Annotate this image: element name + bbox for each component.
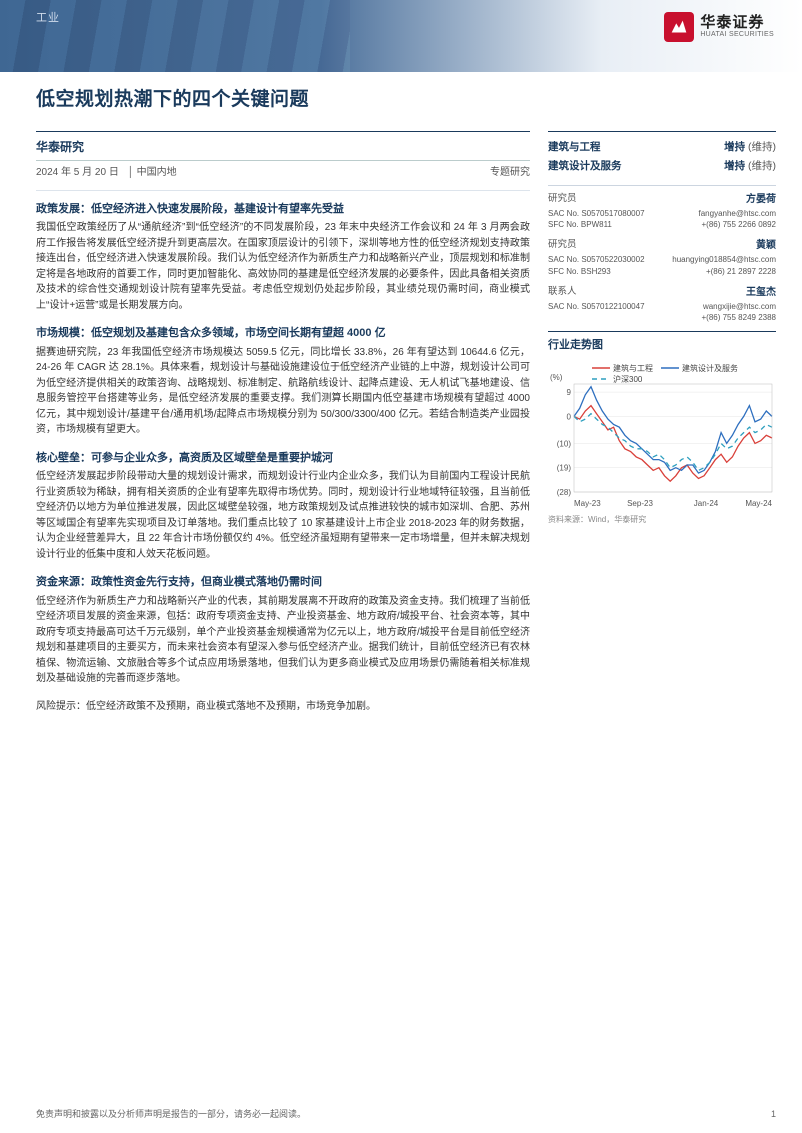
report-date: 2024 年 5 月 20 日	[36, 167, 119, 178]
analyst-block: 研究员黄颖SAC No. S0570522030002huangying0188…	[548, 238, 776, 276]
svg-text:May-24: May-24	[745, 499, 772, 508]
svg-text:Jan-24: Jan-24	[694, 499, 719, 508]
trend-chart: 建筑与工程 建筑设计及服务沪深300 (%) 9 0 (10) (19) (28)May-23…	[548, 360, 776, 510]
footer-disclaimer: 免责声明和披露以及分析师声明是报告的一部分，请务必一起阅读。	[36, 1108, 306, 1122]
svg-text:沪深300: 沪深300	[613, 374, 643, 384]
logo-icon	[664, 12, 694, 42]
svg-text:(%): (%)	[550, 373, 563, 382]
risk-warning: 风险提示：低空经济政策不及预期，商业模式落地不及预期，市场竞争加剧。	[36, 699, 530, 714]
svg-text:(10): (10)	[557, 439, 572, 448]
report-type: 专题研究	[490, 165, 530, 180]
chart-title: 行业走势图	[548, 331, 776, 354]
meta-row: 2024 年 5 月 20 日 │ 中国内地 专题研究	[36, 161, 530, 191]
svg-text:建筑设计及服务: 建筑设计及服务	[682, 363, 738, 373]
section-body: 我国低空政策经历了从“通航经济”到“低空经济”的不同发展阶段，23 年末中央经济…	[36, 220, 530, 313]
rating-row: 建筑设计及服务增持 (维持)	[548, 157, 776, 177]
page-number: 1	[771, 1108, 776, 1122]
section-heading: 核心壁垒：可参与企业众多，高资质及区域壁垒是重要护城河	[36, 450, 530, 467]
logo: 华泰证券 HUATAI SECURITIES	[664, 12, 774, 42]
report-title: 低空规划热潮下的四个关键问题	[36, 86, 766, 115]
svg-text:0: 0	[567, 412, 572, 421]
logo-text-en: HUATAI SECURITIES	[700, 31, 774, 39]
rating-row: 建筑与工程增持 (维持)	[548, 138, 776, 158]
ratings-block: 建筑与工程增持 (维持)建筑设计及服务增持 (维持)	[548, 131, 776, 178]
section-heading: 政策发展：低空经济进入快速发展阶段，基建设计有望率先受益	[36, 201, 530, 218]
svg-text:Sep-23: Sep-23	[627, 499, 653, 508]
category-label: 工业	[36, 10, 60, 27]
section-body: 低空经济作为新质生产力和战略新兴产业的代表，其前期发展离不开政府的政策及资金支持…	[36, 594, 530, 687]
svg-text:(19): (19)	[557, 463, 572, 472]
section-body: 低空经济发展起步阶段带动大量的规划设计需求，而规划设计行业内企业众多，我们认为目…	[36, 469, 530, 562]
section-heading: 市场规模：低空规划及基建包含众多领域，市场空间长期有望超 4000 亿	[36, 325, 530, 342]
research-label: 华泰研究	[36, 131, 530, 161]
section-body: 据赛迪研究院，23 年我国低空经济市场规模达 5059.5 亿元，同比增长 33…	[36, 345, 530, 438]
report-region: 中国内地	[137, 167, 177, 178]
svg-text:9: 9	[567, 388, 572, 397]
chart-source: 资料来源：Wind，华泰研究	[548, 514, 776, 526]
section-heading: 资金来源：政策性资金先行支持，但商业模式落地仍需时间	[36, 574, 530, 591]
svg-text:(28): (28)	[557, 488, 572, 497]
logo-text-cn: 华泰证券	[700, 15, 774, 32]
header-banner: 工业 华泰证券 HUATAI SECURITIES	[0, 0, 802, 72]
svg-text:建筑与工程: 建筑与工程	[613, 363, 653, 373]
svg-text:May-23: May-23	[574, 499, 601, 508]
analyst-block: 联系人王玺杰SAC No. S0570122100047wangxijie@ht…	[548, 285, 776, 323]
analyst-block: 研究员方晏荷SAC No. S0570517080007fangyanhe@ht…	[548, 192, 776, 230]
